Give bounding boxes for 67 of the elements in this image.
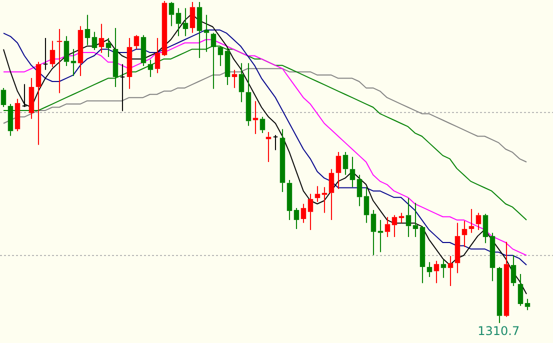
candlestick — [308, 193, 314, 230]
candlestick — [314, 186, 320, 202]
candlestick — [398, 212, 404, 224]
candlestick — [238, 62, 244, 103]
candlestick — [364, 186, 370, 224]
candlestick — [448, 256, 454, 286]
candlestick — [350, 156, 356, 188]
candlestick — [342, 152, 348, 176]
candlestick — [482, 213, 488, 244]
candlestick — [120, 64, 126, 112]
candlestick — [294, 208, 300, 230]
candlestick — [356, 174, 362, 207]
candlestick — [84, 14, 90, 46]
candlestick — [454, 222, 460, 274]
candlestick — [78, 26, 84, 77]
candlestick — [286, 180, 292, 220]
candlestick — [328, 168, 334, 220]
candlestick — [322, 186, 328, 214]
candlestick — [370, 209, 376, 256]
candlestick — [50, 40, 56, 68]
candlestick — [392, 214, 398, 238]
candlestick — [476, 212, 482, 230]
candlestick — [246, 62, 252, 126]
candlestick — [336, 152, 342, 190]
candlestick — [98, 23, 104, 54]
candlestick — [434, 260, 440, 284]
candlestick — [64, 36, 70, 67]
candlestick — [490, 232, 496, 282]
candlestick — [42, 38, 48, 70]
candlestick — [168, 1, 174, 27]
candlestick — [190, 1, 196, 34]
candlestick — [0, 87, 6, 108]
candlestick — [8, 104, 14, 136]
candlestick — [260, 116, 266, 134]
candlestick — [56, 28, 62, 94]
candlestick — [518, 274, 524, 306]
candlestick — [134, 34, 140, 50]
candlestick — [126, 38, 132, 90]
candlestick — [106, 38, 112, 58]
candlestick — [510, 254, 516, 286]
candlestick — [92, 31, 98, 50]
candlestick — [462, 220, 468, 248]
candlestick — [440, 259, 446, 278]
candlestick — [420, 226, 426, 284]
candlestick — [496, 266, 502, 324]
candlestick — [524, 298, 530, 311]
candlestick — [182, 8, 188, 37]
candlestick — [426, 262, 432, 278]
candlestick — [162, 0, 168, 57]
candlestick — [36, 61, 42, 146]
candlestick — [300, 203, 306, 224]
candlestick — [504, 241, 510, 318]
candlestick — [176, 8, 182, 37]
candlestick — [378, 219, 384, 253]
candlestick — [468, 208, 474, 234]
candlestick — [272, 134, 278, 151]
candlestick — [22, 84, 28, 106]
candlestick — [154, 38, 160, 74]
candlestick — [148, 59, 154, 78]
text: 1310.7 — [478, 324, 520, 338]
candlestick — [384, 216, 390, 238]
candlestick — [280, 128, 286, 192]
candlestick — [412, 202, 418, 238]
candlestick — [14, 98, 20, 132]
candlestick — [406, 198, 412, 238]
candlestick — [28, 77, 34, 120]
candlestick — [232, 69, 238, 88]
